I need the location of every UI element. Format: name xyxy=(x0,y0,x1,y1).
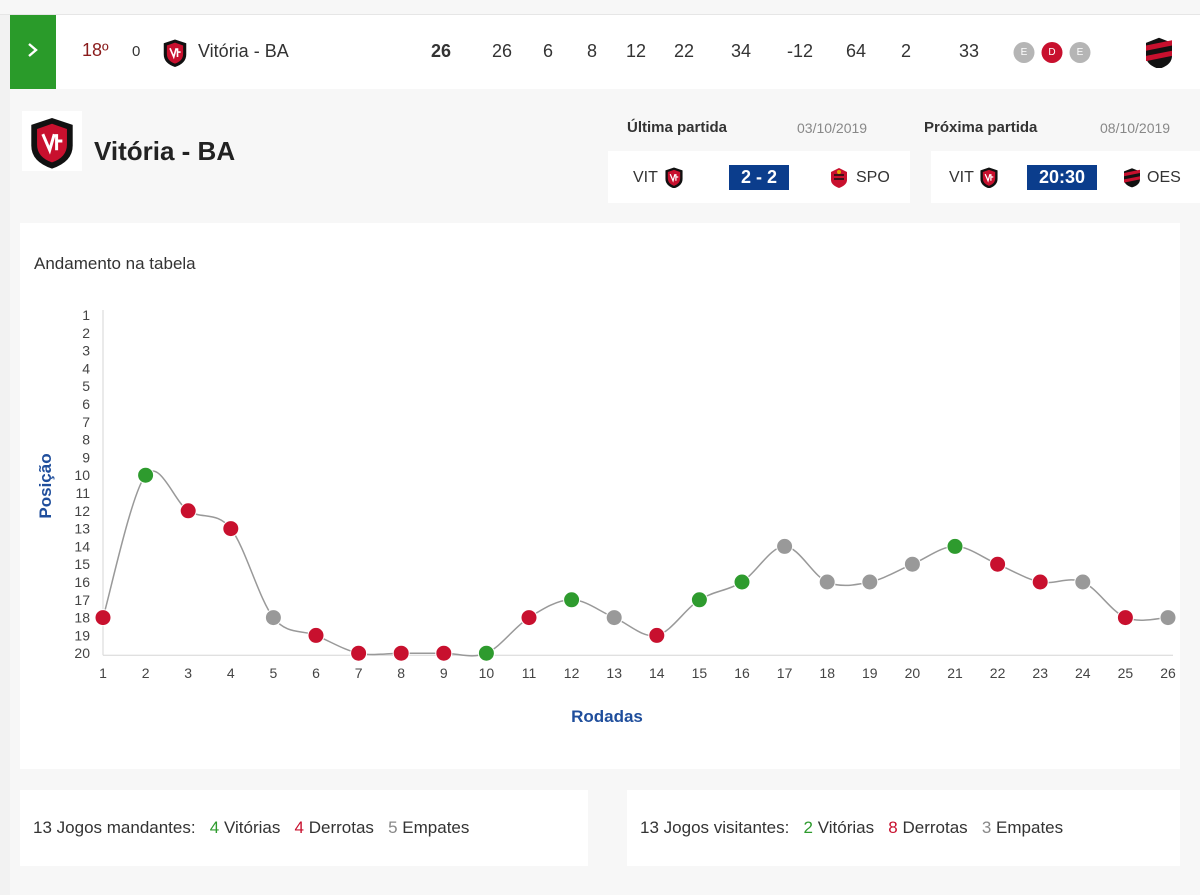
y-tick-label: 1 xyxy=(82,307,90,323)
x-tick-label: 24 xyxy=(1075,665,1091,681)
data-point[interactable] xyxy=(478,645,494,661)
x-tick-label: 16 xyxy=(734,665,750,681)
y-tick-label: 18 xyxy=(74,610,90,626)
data-point[interactable] xyxy=(990,556,1006,572)
y-tick-label: 8 xyxy=(82,432,90,448)
data-point[interactable] xyxy=(819,574,835,590)
data-point[interactable] xyxy=(1032,574,1048,590)
y-tick-label: 14 xyxy=(74,538,90,554)
away-games-label: Jogos visitantes: xyxy=(664,818,790,837)
home-draws-count: 5 xyxy=(388,818,397,837)
data-point[interactable] xyxy=(606,610,622,626)
away-losses-count: 8 xyxy=(888,818,897,837)
away-games-count: 13 xyxy=(640,818,659,837)
away-draws-label: Empates xyxy=(996,818,1063,837)
data-point[interactable] xyxy=(1160,610,1176,626)
data-point[interactable] xyxy=(308,627,324,643)
x-tick-label: 14 xyxy=(649,665,665,681)
away-losses-label: Derrotas xyxy=(902,818,967,837)
x-tick-label: 6 xyxy=(312,665,320,681)
home-wins-label: Vitórias xyxy=(224,818,280,837)
x-tick-label: 2 xyxy=(142,665,150,681)
x-tick-label: 21 xyxy=(947,665,963,681)
x-tick-label: 10 xyxy=(479,665,495,681)
data-point[interactable] xyxy=(436,645,452,661)
home-losses-label: Derrotas xyxy=(309,818,374,837)
data-point[interactable] xyxy=(564,592,580,608)
y-axis-label: Posição xyxy=(36,453,55,518)
home-wins-count: 4 xyxy=(210,818,219,837)
data-point[interactable] xyxy=(691,592,707,608)
y-tick-label: 9 xyxy=(82,449,90,465)
y-tick-label: 3 xyxy=(82,343,90,359)
y-tick-label: 5 xyxy=(82,378,90,394)
data-point[interactable] xyxy=(180,503,196,519)
data-point[interactable] xyxy=(1075,574,1091,590)
x-tick-label: 8 xyxy=(397,665,405,681)
y-tick-label: 2 xyxy=(82,325,90,341)
x-tick-label: 22 xyxy=(990,665,1006,681)
data-point[interactable] xyxy=(393,645,409,661)
x-axis-label: Rodadas xyxy=(571,707,643,726)
data-point[interactable] xyxy=(862,574,878,590)
data-point[interactable] xyxy=(649,627,665,643)
x-tick-label: 26 xyxy=(1160,665,1176,681)
x-tick-label: 20 xyxy=(905,665,921,681)
data-point[interactable] xyxy=(1117,610,1133,626)
y-tick-label: 7 xyxy=(82,414,90,430)
x-tick-label: 18 xyxy=(819,665,835,681)
x-tick-label: 13 xyxy=(606,665,622,681)
data-point[interactable] xyxy=(351,645,367,661)
x-tick-label: 5 xyxy=(270,665,278,681)
y-tick-label: 17 xyxy=(74,592,90,608)
y-tick-label: 6 xyxy=(82,396,90,412)
x-tick-label: 15 xyxy=(692,665,708,681)
y-tick-label: 11 xyxy=(75,485,90,501)
y-tick-label: 15 xyxy=(74,556,90,572)
y-tick-label: 13 xyxy=(74,521,90,537)
data-point[interactable] xyxy=(138,467,154,483)
x-tick-label: 7 xyxy=(355,665,363,681)
x-tick-label: 23 xyxy=(1032,665,1048,681)
away-wins-count: 2 xyxy=(804,818,813,837)
x-tick-label: 19 xyxy=(862,665,878,681)
away-wins-label: Vitórias xyxy=(818,818,874,837)
data-point[interactable] xyxy=(521,610,537,626)
home-games-summary: 13 Jogos mandantes: 4 Vitórias 4 Derrota… xyxy=(20,790,588,866)
x-tick-label: 1 xyxy=(99,665,107,681)
x-tick-label: 4 xyxy=(227,665,235,681)
data-point[interactable] xyxy=(265,610,281,626)
x-tick-label: 11 xyxy=(522,665,537,681)
x-tick-label: 17 xyxy=(777,665,793,681)
data-point[interactable] xyxy=(777,538,793,554)
data-point[interactable] xyxy=(947,538,963,554)
x-tick-label: 12 xyxy=(564,665,580,681)
series-line xyxy=(103,471,1168,656)
x-tick-label: 25 xyxy=(1118,665,1134,681)
away-draws-count: 3 xyxy=(982,818,991,837)
y-tick-label: 4 xyxy=(82,360,90,376)
y-tick-label: 16 xyxy=(74,574,90,590)
y-tick-label: 10 xyxy=(74,467,90,483)
data-point[interactable] xyxy=(734,574,750,590)
home-games-count: 13 xyxy=(33,818,52,837)
data-point[interactable] xyxy=(223,521,239,537)
y-tick-label: 12 xyxy=(74,503,90,519)
home-draws-label: Empates xyxy=(402,818,469,837)
x-tick-label: 3 xyxy=(184,665,192,681)
y-tick-label: 19 xyxy=(74,627,90,643)
home-games-label: Jogos mandantes: xyxy=(57,818,196,837)
y-tick-label: 20 xyxy=(74,645,90,661)
home-losses-count: 4 xyxy=(295,818,304,837)
x-tick-label: 9 xyxy=(440,665,448,681)
away-games-summary: 13 Jogos visitantes: 2 Vitórias 8 Derrot… xyxy=(627,790,1180,866)
data-point[interactable] xyxy=(904,556,920,572)
data-point[interactable] xyxy=(95,610,111,626)
